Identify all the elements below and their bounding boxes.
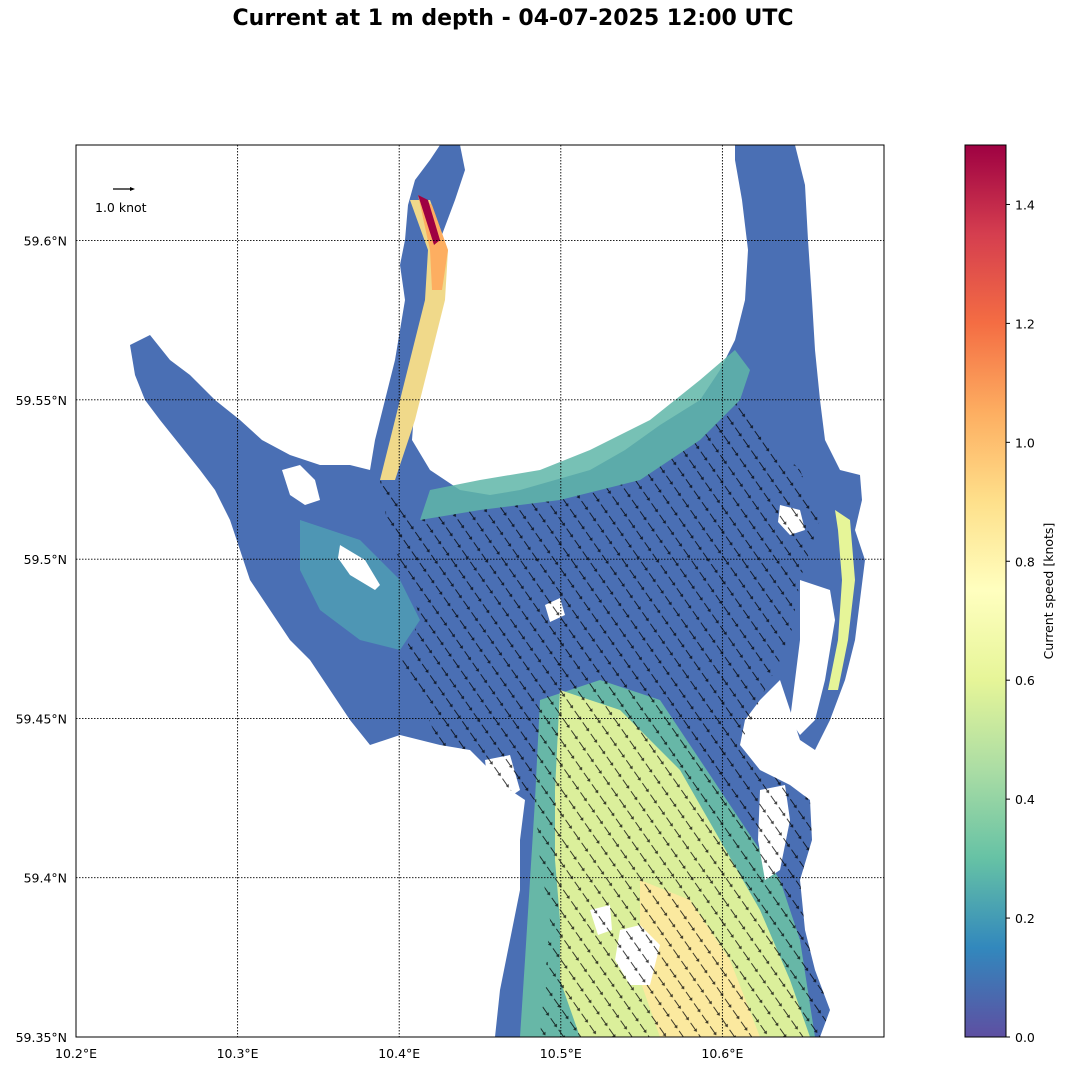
latitude-tick-label: 59.4°N [24,871,67,886]
latitude-tick-label: 59.55°N [16,393,67,408]
quiver-key-arrowhead [130,187,135,191]
water-speed-field [130,145,865,1037]
north-channel-max [418,195,440,245]
longitude-axis: 10.2°E 10.3°E 10.4°E 10.5°E 10.6°E [55,1046,743,1061]
north-channel-peak [418,195,448,290]
moderate-current-zone [420,350,750,520]
colorbar-tick-label: 0.0 [1015,1030,1035,1045]
colorbar: 0.0 0.2 0.4 0.6 0.8 1.0 1.2 1.4 Current speed [… [964,144,1056,1045]
longitude-tick-label: 10.6°E [701,1046,743,1061]
colorbar-label: Current speed [knots] [1041,523,1056,660]
island [790,580,835,735]
moderate-current-zone-west [300,520,420,650]
colorbar-tick-label: 0.4 [1015,792,1035,807]
colorbar-ticks: 0.0 0.2 0.4 0.6 0.8 1.0 1.2 1.4 [1006,197,1035,1045]
latitude-tick-label: 59.5°N [24,552,67,567]
latitude-tick-label: 59.35°N [16,1030,67,1045]
quiver-key-label: 1.0 knot [95,200,147,215]
longitude-tick-label: 10.2°E [55,1046,97,1061]
latitude-axis: 59.35°N 59.4°N 59.45°N 59.5°N 59.55°N 59.6°N [16,234,67,1045]
quiver-key: 1.0 knot [95,187,147,215]
longitude-tick-label: 10.3°E [217,1046,259,1061]
colorbar-tick-label: 0.6 [1015,673,1035,688]
east-channel-flow [828,510,855,690]
figure-title: Current at 1 m depth - 04-07-2025 12:00 … [232,6,794,31]
colorbar-tick-label: 1.4 [1015,197,1035,212]
colorbar-tick-label: 1.0 [1015,435,1035,450]
longitude-tick-label: 10.5°E [540,1046,582,1061]
latitude-tick-label: 59.6°N [24,234,67,249]
colorbar-gradient [964,144,1007,1038]
latitude-tick-label: 59.45°N [16,711,67,726]
colorbar-tick-label: 1.2 [1015,316,1035,331]
colorbar-tick-label: 0.8 [1015,554,1035,569]
map-frame [75,144,885,1038]
island [338,545,380,590]
island [282,465,320,505]
longitude-tick-label: 10.4°E [378,1046,420,1061]
colorbar-tick-label: 0.2 [1015,911,1035,926]
